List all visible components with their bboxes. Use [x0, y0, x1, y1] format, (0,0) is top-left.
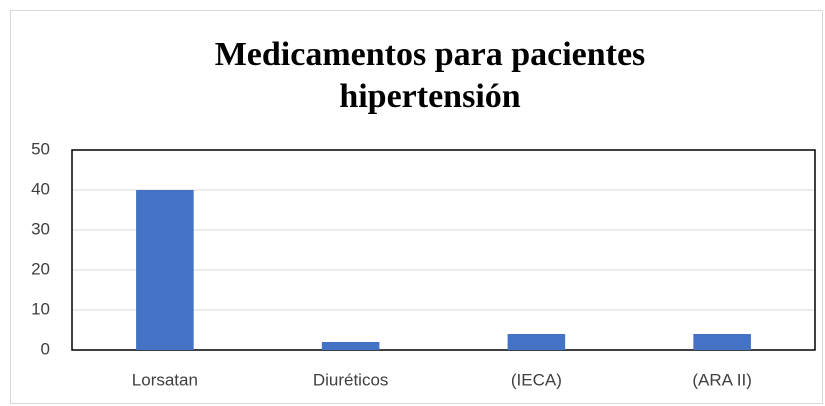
bar — [321, 342, 380, 350]
bar — [693, 334, 751, 350]
bar — [136, 190, 194, 350]
x-tick-label: Lorsatan — [132, 370, 198, 389]
y-tick-label: 10 — [31, 299, 50, 318]
plot-border — [71, 149, 816, 351]
x-tick-label: (ARA II) — [692, 370, 752, 389]
chart-frame — [10, 10, 823, 404]
x-tick-label: (IECA) — [511, 370, 562, 389]
y-tick-label: 50 — [31, 139, 50, 158]
chart-title: Medicamentos para pacientes hipertensión — [214, 36, 646, 115]
x-tick-label: Diuréticos — [313, 370, 389, 389]
y-tick-label: 0 — [41, 339, 50, 358]
y-tick-label: 20 — [31, 259, 50, 278]
bar — [507, 334, 566, 350]
y-tick-label: 40 — [31, 179, 50, 198]
y-tick-label: 30 — [31, 219, 50, 238]
